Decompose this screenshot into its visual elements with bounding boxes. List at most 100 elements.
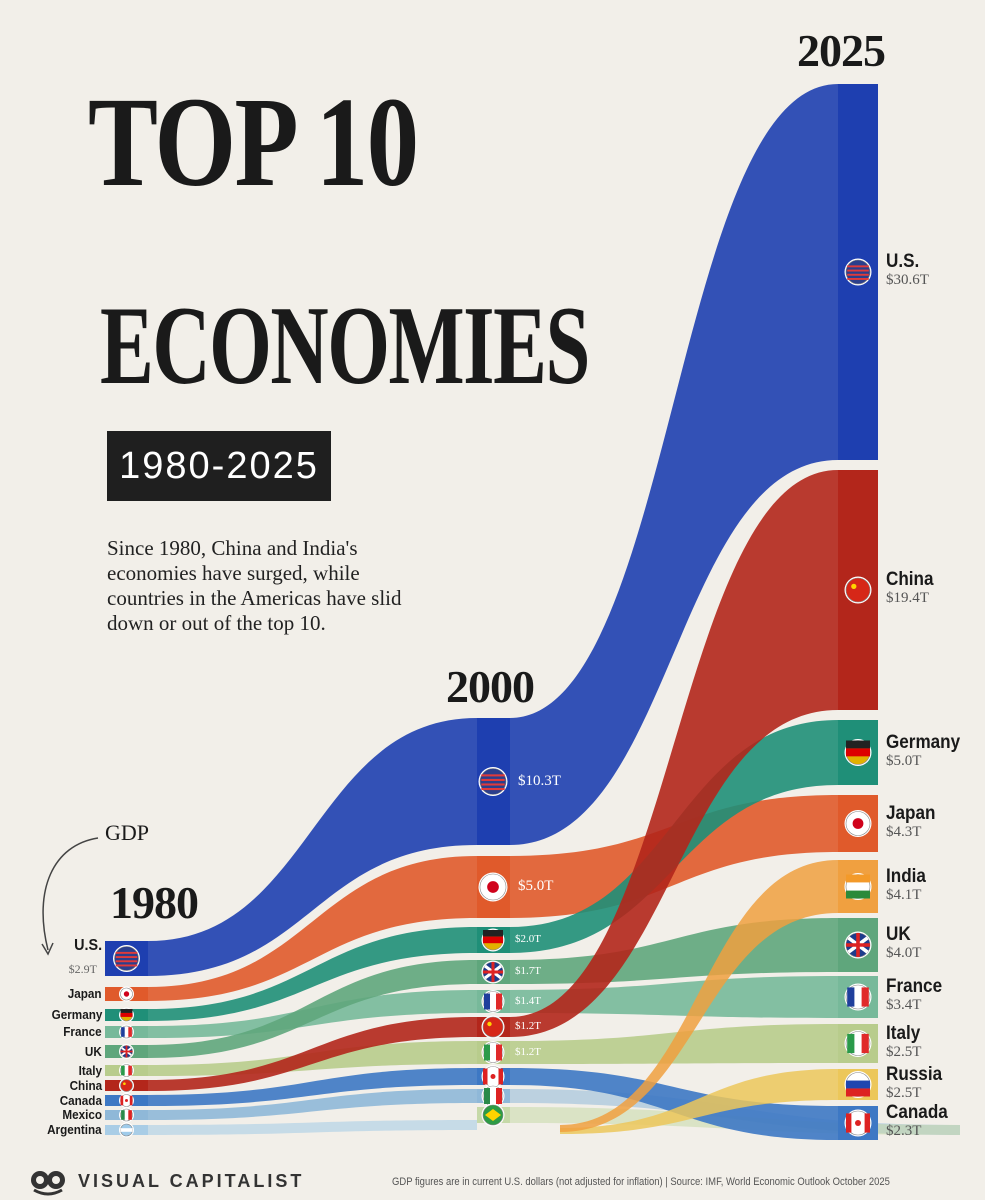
year-range-badge: 1980-2025 bbox=[107, 431, 331, 501]
italy-flag-icon bbox=[119, 1063, 134, 1078]
label-1980-france: France bbox=[63, 1024, 102, 1039]
uk-flag-icon bbox=[119, 1044, 134, 1059]
brand-name: VISUAL CAPITALIST bbox=[78, 1170, 305, 1191]
chart-title-line2: ECONOMIES bbox=[100, 284, 590, 408]
flow-entry-india bbox=[560, 860, 838, 1132]
label-2025-value: $4.0T bbox=[886, 945, 922, 961]
us-flag-icon bbox=[478, 767, 508, 796]
flow-1980-2000-uk bbox=[148, 960, 477, 1058]
year-label-1980: 1980 bbox=[110, 877, 199, 928]
flow-1980-2000-japan bbox=[148, 856, 477, 1001]
value-2000-us: $10.3T bbox=[518, 772, 561, 789]
label-2025-value: $4.1T bbox=[886, 886, 922, 903]
label-2025-name: China bbox=[886, 569, 934, 590]
footer-brand: VISUAL CAPITALIST bbox=[30, 1166, 304, 1196]
label-2025-name: Canada bbox=[886, 1102, 948, 1123]
canada-flag-icon bbox=[844, 1109, 872, 1137]
india-flag-icon bbox=[844, 873, 872, 900]
label-2025-name: Japan bbox=[886, 802, 936, 824]
label-2025-value: $3.4T bbox=[886, 997, 922, 1013]
uk-flag-icon bbox=[481, 960, 505, 984]
flow-2000-2025-china bbox=[510, 470, 838, 1037]
flow-1980-2000-us bbox=[148, 718, 477, 976]
us-flag-icon bbox=[113, 945, 140, 972]
china-flag-icon bbox=[481, 1015, 505, 1039]
intro-text: Since 1980, China and India's economies … bbox=[107, 536, 402, 635]
value-2000-japan: $5.0T bbox=[518, 878, 554, 894]
flow-1980-2000-germany bbox=[148, 927, 477, 1021]
china-flag-icon bbox=[119, 1078, 134, 1093]
gdp-note: GDP bbox=[105, 820, 150, 845]
label-2025-russia: Russia $2.5T bbox=[886, 1063, 948, 1102]
label-1980-japan: Japan bbox=[68, 986, 102, 1001]
france-flag-icon bbox=[119, 1024, 134, 1040]
label-2025-name: Germany bbox=[886, 731, 961, 753]
label-2025-value: $4.3T bbox=[886, 823, 922, 840]
label-2025-name: UK bbox=[886, 924, 911, 945]
flow-1980-exit-argentina bbox=[148, 1120, 477, 1135]
us-flag-icon bbox=[844, 258, 872, 286]
canada-flag-icon bbox=[119, 1093, 134, 1108]
label-1980-uk: UK bbox=[85, 1043, 102, 1059]
value-2000-uk: $1.7T bbox=[515, 965, 541, 977]
label-1980-argentina: Argentina bbox=[47, 1122, 102, 1137]
label-1980-canada: Canada bbox=[59, 1092, 102, 1108]
russia-flag-icon bbox=[844, 1071, 872, 1098]
gdp-arrow-icon bbox=[41, 837, 99, 956]
label-2025-value: $2.5T bbox=[886, 1084, 922, 1101]
label-2025-china: China $19.4T bbox=[886, 570, 939, 607]
label-2025-france: France $3.4T bbox=[886, 977, 948, 1014]
japan-flag-icon bbox=[119, 986, 134, 1002]
label-2025-name: India bbox=[886, 865, 926, 887]
label-2025-india: India $4.1T bbox=[886, 865, 930, 904]
flow-1980-2000-china bbox=[148, 1017, 477, 1091]
germany-flag-icon bbox=[119, 1007, 134, 1023]
france-flag-icon bbox=[481, 990, 505, 1013]
argentina-flag-icon bbox=[119, 1122, 134, 1138]
label-1980-us: U.S. bbox=[73, 937, 102, 954]
label-2025-name: U.S. bbox=[886, 251, 920, 272]
label-2025-name: France bbox=[886, 976, 943, 997]
label-1980-china: China bbox=[69, 1077, 102, 1093]
label-2025-canada: Canada $2.3T bbox=[886, 1103, 955, 1140]
value-2000-china: $1.2T bbox=[515, 1020, 541, 1032]
value-2000-italy: $1.2T bbox=[515, 1045, 541, 1058]
label-1980-italy: Italy bbox=[78, 1062, 102, 1078]
italy-flag-icon bbox=[481, 1041, 505, 1064]
label-2025-value: $5.0T bbox=[886, 752, 922, 769]
canada-flag-icon bbox=[481, 1065, 505, 1088]
flow-2000-2025-us bbox=[510, 84, 838, 845]
flow-1980-2000-canada bbox=[148, 1068, 477, 1106]
label-2025-us: U.S. $30.6T bbox=[886, 252, 929, 289]
visual-capitalist-logo-icon bbox=[31, 1171, 65, 1196]
label-2025-value: $2.3T bbox=[886, 1123, 922, 1139]
source-note: GDP figures are in current U.S. dollars … bbox=[392, 1176, 890, 1188]
japan-flag-icon bbox=[478, 872, 508, 902]
label-1980-mexico: Mexico bbox=[62, 1107, 102, 1122]
value-2000-germany: $2.0T bbox=[515, 933, 541, 945]
germany-flag-icon bbox=[844, 739, 872, 766]
label-2025-value: $2.5T bbox=[886, 1043, 922, 1060]
japan-flag-icon bbox=[844, 810, 872, 837]
mexico-flag-icon bbox=[119, 1107, 134, 1123]
year-label-2025: 2025 bbox=[797, 25, 886, 76]
italy-flag-icon bbox=[844, 1030, 872, 1057]
uk-flag-icon bbox=[844, 931, 872, 959]
label-1980-germany: Germany bbox=[51, 1007, 102, 1022]
value-2000-france: $1.4T bbox=[515, 994, 541, 1007]
chart-title-line1: TOP 10 bbox=[88, 71, 419, 213]
france-flag-icon bbox=[844, 983, 872, 1011]
flow-1980-2000-mexico bbox=[148, 1089, 477, 1120]
label-2025-name: Italy bbox=[886, 1022, 921, 1044]
label-2025-uk: UK $4.0T bbox=[886, 925, 921, 962]
germany-flag-icon bbox=[481, 928, 505, 952]
brazil-flag-icon bbox=[481, 1103, 505, 1127]
label-2025-name: Russia bbox=[886, 1063, 943, 1085]
mexico-flag-icon bbox=[481, 1084, 505, 1108]
year-label-2000: 2000 bbox=[446, 661, 535, 712]
flow-2000-2025-canada bbox=[510, 1068, 838, 1140]
flow-2000-2025-france bbox=[510, 976, 838, 1018]
label-2025-value: $19.4T bbox=[886, 590, 929, 606]
label-2025-value: $30.6T bbox=[886, 272, 929, 288]
